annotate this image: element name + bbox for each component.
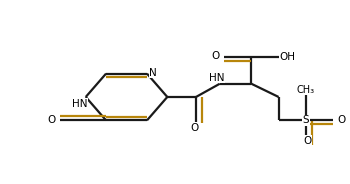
- Text: O: O: [190, 123, 198, 133]
- Text: O: O: [48, 115, 56, 125]
- Text: O: O: [211, 51, 220, 61]
- Text: OH: OH: [280, 52, 296, 62]
- Text: HN: HN: [72, 99, 87, 109]
- Text: O: O: [338, 115, 346, 125]
- Text: CH₃: CH₃: [297, 85, 315, 95]
- Text: HN: HN: [209, 73, 224, 83]
- Text: S: S: [303, 115, 309, 125]
- Text: N: N: [149, 68, 157, 78]
- Text: O: O: [303, 136, 312, 146]
